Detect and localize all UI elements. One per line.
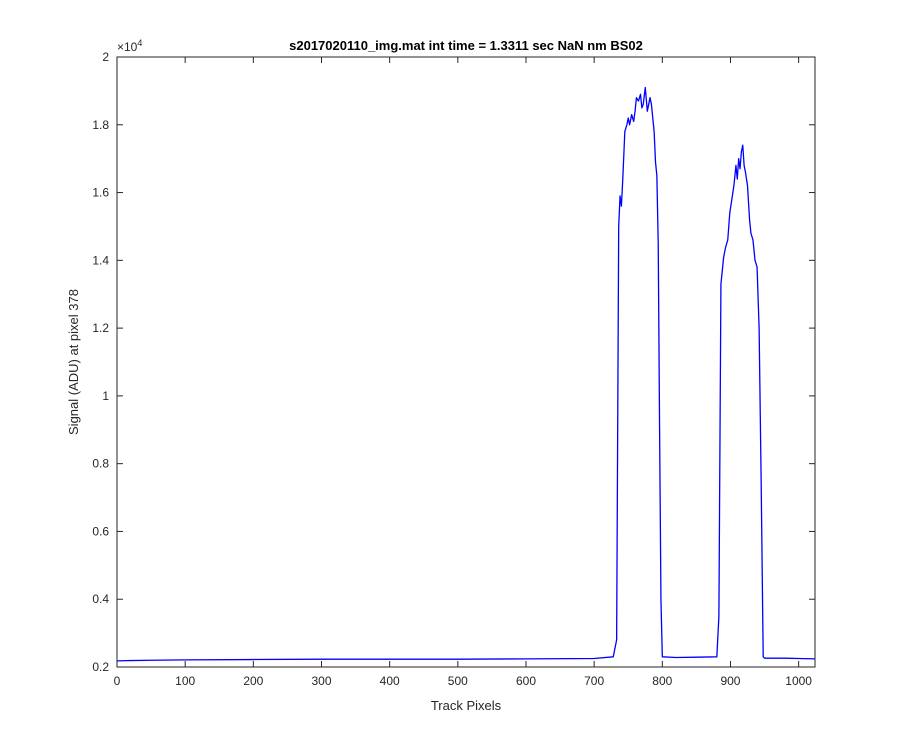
y-tick-label: 1.8: [92, 118, 109, 132]
y-axis-label: Signal (ADU) at pixel 378: [66, 289, 81, 435]
x-tick-label: 0: [114, 674, 121, 688]
y-tick-label: 0.6: [92, 524, 109, 538]
x-tick-label: 100: [175, 674, 195, 688]
y-tick-label: 0.4: [92, 592, 109, 606]
y-tick-label: 0.8: [92, 457, 109, 471]
y-multiplier: ×104: [117, 38, 142, 54]
x-axis-ticks: 0 100 200 300 400 500 600 700 800 900 1000: [114, 57, 812, 688]
plot-frame: [116, 56, 816, 668]
x-axis-label: Track Pixels: [431, 698, 502, 713]
y-tick-label: 1.2: [92, 321, 109, 335]
x-tick-label: 500: [448, 674, 468, 688]
x-tick-label: 600: [516, 674, 536, 688]
x-tick-label: 700: [584, 674, 604, 688]
y-tick-label: 1.4: [92, 253, 109, 267]
y-tick-label: 1: [102, 389, 109, 403]
x-tick-label: 300: [311, 674, 331, 688]
x-tick-label: 800: [652, 674, 672, 688]
plot-area: [117, 57, 815, 667]
y-tick-label: 0.2: [92, 660, 109, 674]
y-axis-ticks: 0.2 0.4 0.6 0.8 1 1.2 1.4 1.6 1.8 2: [92, 50, 815, 674]
signal-line: [116, 86, 816, 662]
y-tick-label: 1.6: [92, 186, 109, 200]
x-tick-label: 400: [380, 674, 400, 688]
chart-title: s2017020110_img.mat int time = 1.3311 se…: [289, 38, 643, 53]
x-tick-label: 1000: [785, 674, 812, 688]
x-tick-label: 200: [243, 674, 263, 688]
y-tick-label: 2: [102, 50, 109, 64]
x-tick-label: 900: [720, 674, 740, 688]
